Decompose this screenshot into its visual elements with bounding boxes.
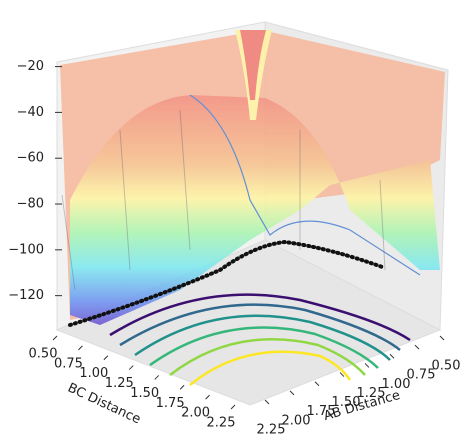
x-tick-label: 0.50 — [432, 359, 461, 374]
y-tick-label: 2.00 — [181, 406, 210, 421]
y-tick-label: 1.25 — [105, 376, 134, 391]
y-tick — [179, 384, 185, 390]
x-tick-label: 1.50 — [332, 395, 361, 410]
x-tick-label: 2.25 — [257, 423, 286, 438]
scatter-trail — [68, 239, 387, 327]
z-tick-label: −20 — [17, 59, 44, 74]
ticks: −20−40−60−80−100−1200.500.751.001.251.50… — [8, 59, 460, 437]
z-tick-label: −100 — [8, 242, 44, 257]
x-tick — [289, 390, 295, 396]
y-tick — [230, 404, 236, 410]
contours — [109, 293, 411, 386]
y-tick-label: 1.75 — [156, 396, 185, 411]
x-tick-label: 1.75 — [307, 404, 336, 419]
x-tick — [364, 363, 370, 368]
y-tick — [128, 365, 134, 370]
x-tick-label: 1.25 — [357, 386, 386, 401]
x-tick — [439, 335, 445, 341]
y-tick-label: 2.25 — [207, 416, 236, 431]
y-tick — [78, 345, 83, 351]
z-tick-label: −60 — [17, 151, 44, 166]
y-tick — [154, 375, 160, 380]
x-tick — [314, 381, 320, 387]
z-tick-label: −40 — [17, 105, 44, 120]
x-tick — [389, 353, 395, 359]
y-tick-label: 1.50 — [130, 386, 159, 401]
y-tick-label: 1.00 — [79, 366, 108, 381]
z-tick-label: −120 — [8, 288, 44, 303]
y-tick — [103, 355, 109, 361]
z-tick-label: −80 — [17, 197, 44, 212]
x-tick — [264, 399, 270, 405]
x-tick — [414, 344, 420, 350]
x-tick-label: 0.75 — [407, 368, 436, 383]
surface — [60, 30, 445, 325]
y-tick — [205, 394, 210, 400]
x-tick-label: 1.00 — [382, 377, 411, 392]
x-tick-label: 2.00 — [282, 413, 311, 428]
y-tick-label: 0.75 — [54, 356, 83, 371]
x-tick — [339, 372, 345, 377]
y-tick-label: 0.50 — [29, 347, 58, 362]
y-tick — [52, 335, 58, 341]
